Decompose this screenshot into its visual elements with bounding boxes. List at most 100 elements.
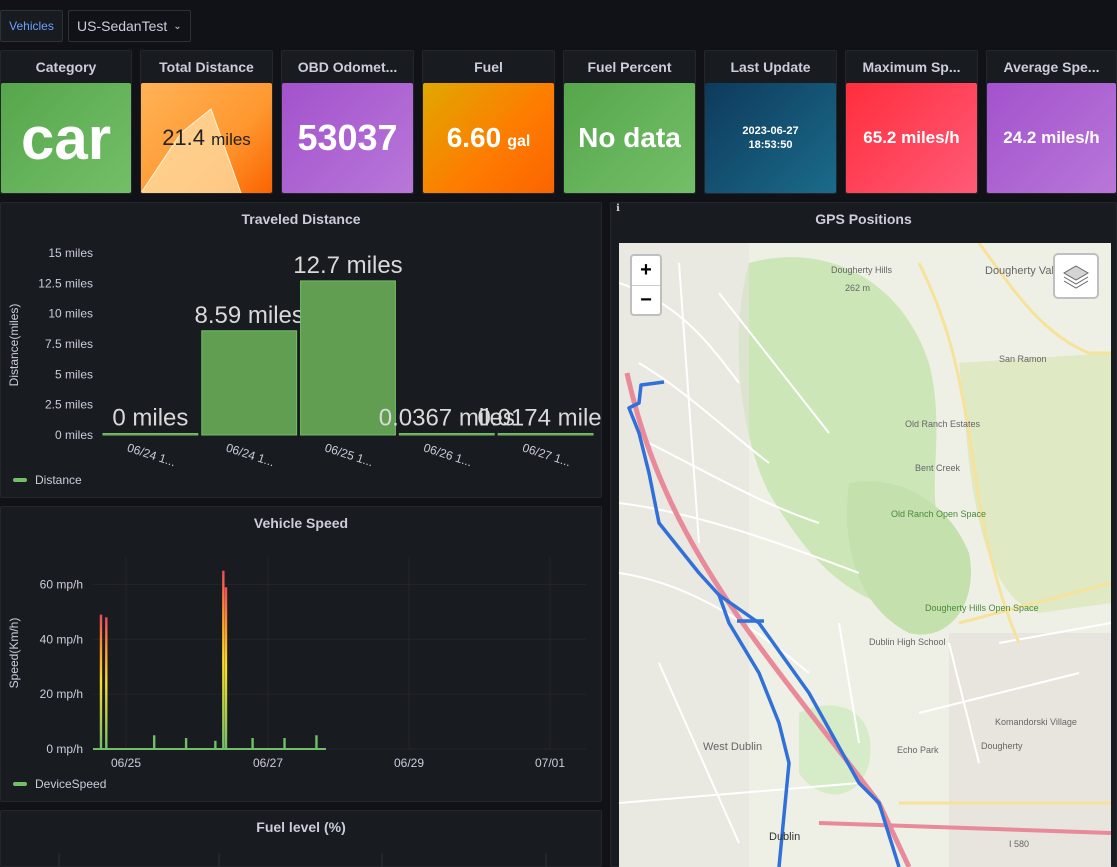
x-tick-label: 06/25 <box>111 756 141 770</box>
map-label: San Ramon <box>999 354 1047 364</box>
stat-time: 18:53:50 <box>748 139 793 151</box>
stat-total-distance[interactable]: Total Distance 21.4 miles <box>140 50 273 194</box>
y-tick-label: 7.5 miles <box>45 337 93 351</box>
fuel-level-grid <box>58 853 547 866</box>
fuel-level-panel[interactable]: Fuel level (%) <box>0 810 602 867</box>
panel-title: Vehicle Speed <box>253 515 349 531</box>
distance-bar <box>102 433 199 436</box>
stat-title: Average Spe... <box>1003 59 1100 75</box>
stat-title: Fuel Percent <box>587 59 672 75</box>
y-tick-label: 0 miles <box>55 428 93 442</box>
map-label: Dublin <box>769 831 801 843</box>
map-label: Dougherty <box>981 741 1023 751</box>
chevron-down-icon: ⌄ <box>173 20 182 32</box>
legend-item[interactable]: DeviceSpeed <box>13 777 106 791</box>
legend-item[interactable]: Distance <box>13 473 82 487</box>
map-zoom-control: + − <box>630 254 662 316</box>
speed-spike <box>251 738 254 749</box>
stat-value: No data <box>564 83 695 193</box>
speed-spike <box>222 570 225 749</box>
bar-value-label: 0.0174 miles <box>478 405 602 432</box>
speed-spike <box>105 617 108 749</box>
stat-value: 24.2 miles/h <box>987 83 1116 193</box>
park-area <box>847 481 971 635</box>
speed-spike <box>224 587 228 749</box>
map-label: Dougherty Hills Open Space <box>925 603 1039 613</box>
y-tick-label: 5 miles <box>55 367 93 381</box>
speed-spike <box>152 735 156 749</box>
bar-value-label: 0 miles <box>112 405 188 432</box>
map-label: 262 m <box>845 283 871 293</box>
stat-value: 21.4 miles <box>141 83 272 193</box>
x-tick-label: 06/24 1... <box>224 441 276 470</box>
legend-label: Distance <box>35 473 82 487</box>
distance-bar <box>497 433 594 436</box>
x-tick-label: 06/29 <box>394 756 424 770</box>
stat-fuel-percent[interactable]: Fuel Percent No data <box>563 50 696 194</box>
stat-fuel[interactable]: Fuel 6.60 gal <box>422 50 555 194</box>
stat-value-text: 53037 <box>297 117 398 158</box>
stat-value: 6.60 gal <box>423 83 554 193</box>
stat-value: 65.2 miles/h <box>846 83 977 193</box>
stat-title: Last Update <box>730 59 811 75</box>
y-tick-label: 15 miles <box>48 246 93 260</box>
map-label: Old Ranch Open Space <box>891 509 987 519</box>
map-label: Echo Park <box>897 745 939 755</box>
y-tick-label: 10 miles <box>48 307 93 321</box>
map-label: Dublin High School <box>869 637 946 647</box>
vehicle-speed-chart: 0 mp/h 20 mp/h 40 mp/h 60 mp/h 06/25 06/27 06/… <box>7 557 586 770</box>
map-label: Dougherty Valley <box>985 265 1068 277</box>
map-canvas <box>619 243 1111 867</box>
speed-spike <box>184 738 188 749</box>
y-tick-label: 60 mp/h <box>40 577 83 591</box>
stat-title: OBD Odomet... <box>297 59 398 75</box>
traveled-distance-panel[interactable]: Traveled Distance 0 miles 2.5 miles 5 mile… <box>0 202 602 498</box>
vehicle-speed-panel[interactable]: Vehicle Speed 0 mp/h 20 mp/h 40 mp/h 60 mp/… <box>0 506 602 802</box>
stat-last-update[interactable]: Last Update 2023-06-27 18:53:50 <box>704 50 837 194</box>
x-tick-label: 06/27 <box>253 756 283 770</box>
stat-maximum-speed[interactable]: Maximum Sp... 65.2 miles/h <box>845 50 978 194</box>
y-axis-label: Distance(miles) <box>7 304 21 387</box>
major-road <box>899 243 1111 805</box>
stat-value-text: No data <box>578 122 681 153</box>
stat-date: 2023-06-27 <box>742 125 799 137</box>
x-tick-label: 06/24 1... <box>125 441 177 470</box>
x-tick-label: 07/01 <box>535 756 565 770</box>
legend-swatch <box>13 478 27 482</box>
distance-bar <box>300 280 396 436</box>
speed-spike <box>99 614 103 749</box>
stat-category[interactable]: Category car <box>0 50 132 194</box>
map-label: Old Ranch Estates <box>905 419 981 429</box>
stat-title: Total Distance <box>159 59 254 75</box>
y-axis-label: Speed(Km/h) <box>7 618 21 689</box>
zoom-in-button[interactable]: + <box>640 259 652 281</box>
stat-title: Maximum Sp... <box>862 59 961 75</box>
legend-label: DeviceSpeed <box>35 777 107 791</box>
bar-value-label: 0.0367 miles <box>379 405 515 432</box>
gps-map[interactable]: Dougherty Hills 262 m Dougherty Valley S… <box>619 243 1111 867</box>
map-label: Komandorski Village <box>995 717 1077 727</box>
stat-value-text: 24.2 miles/h <box>1003 128 1100 147</box>
map-layers-button[interactable] <box>1053 253 1099 299</box>
vehicle-select[interactable]: US-SedanTest ⌄ <box>68 10 191 42</box>
stat-value-text: 6.60 <box>446 122 502 153</box>
highway-580 <box>818 821 1111 835</box>
stat-value: car <box>1 83 131 193</box>
speed-spike <box>283 738 286 749</box>
dashboard-variables-bar: Vehicles US-SedanTest ⌄ <box>0 0 1117 46</box>
map-label: Dougherty Hills <box>831 265 893 275</box>
map-label: I 580 <box>1009 839 1030 849</box>
bar-value-label: 12.7 miles <box>293 252 402 279</box>
stat-average-speed[interactable]: Average Spe... 24.2 miles/h <box>986 50 1117 194</box>
zoom-out-button[interactable]: − <box>632 285 660 314</box>
distance-bar <box>201 330 298 436</box>
stat-obd-odometer[interactable]: OBD Odomet... 53037 <box>281 50 414 194</box>
map-label: West Dublin <box>703 741 763 753</box>
stat-value-text: car <box>20 104 112 172</box>
y-tick-label: 12.5 miles <box>38 276 93 290</box>
stat-title: Category <box>35 59 97 75</box>
x-tick-label: 06/25 1... <box>323 441 375 470</box>
traveled-distance-chart: 0 miles 2.5 miles 5 miles 7.5 miles 10 miles… <box>7 246 602 470</box>
info-icon[interactable]: ℹ <box>616 203 620 214</box>
stat-title: Fuel <box>474 59 503 75</box>
